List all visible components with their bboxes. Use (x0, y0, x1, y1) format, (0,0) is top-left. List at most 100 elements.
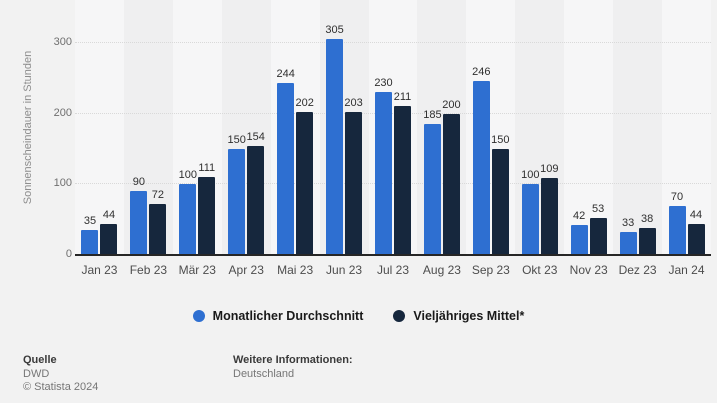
bar-column: 202 (295, 0, 314, 255)
copyright: © Statista 2024 (23, 381, 99, 393)
bar-vielj-hriges-mittel[interactable] (442, 113, 460, 255)
bar-monatlicher-durchschnitt[interactable] (130, 191, 148, 255)
x-axis-label: Mär 23 (178, 263, 216, 277)
bar-group-mär-23: 100 111 (173, 0, 222, 255)
bar-value-label: 154 (246, 131, 265, 144)
bar-column: 150 (227, 0, 246, 255)
bar-column: 33 (619, 0, 637, 255)
bar-monatlicher-durchschnitt[interactable] (228, 149, 246, 255)
bar-monatlicher-durchschnitt[interactable] (521, 184, 539, 255)
bar-value-label: 203 (344, 96, 363, 109)
x-axis-label: Jun 23 (326, 263, 363, 277)
bar-column: 72 (149, 0, 167, 255)
bar-monatlicher-durchschnitt[interactable] (570, 225, 588, 255)
gridline (75, 112, 711, 114)
bar-monatlicher-durchschnitt[interactable] (81, 230, 99, 255)
x-axis-label: Jan 24 (668, 263, 705, 277)
legend-label: Vieljähriges Mittel* (413, 309, 525, 323)
bar-vielj-hriges-mittel[interactable] (393, 105, 411, 255)
bar-group-jan-23: 35 44 (75, 0, 124, 255)
bar-value-label: 185 (423, 109, 442, 122)
bar-column: 230 (374, 0, 393, 255)
bar-column: 44 (100, 0, 118, 255)
bar-value-label: 109 (540, 162, 559, 175)
bar-group-okt-23: 100 109 (515, 0, 564, 255)
bar-vielj-hriges-mittel[interactable] (149, 204, 167, 255)
y-axis-tick-label: 100 (53, 177, 72, 190)
bar-group-aug-23: 185 200 (417, 0, 466, 255)
bar-monatlicher-durchschnitt[interactable] (277, 82, 295, 255)
bar-value-label: 35 (83, 215, 97, 228)
bar-value-label: 72 (151, 189, 164, 202)
bar-column: 35 (81, 0, 99, 255)
gridline (75, 183, 711, 185)
bar-column: 42 (570, 0, 588, 255)
bar-value-label: 211 (393, 90, 412, 103)
info-value: Deutschland (233, 367, 295, 380)
bar-value-label: 111 (198, 161, 216, 174)
x-axis-label: Apr 23 (228, 263, 264, 277)
bar-vielj-hriges-mittel[interactable] (589, 217, 607, 255)
bar-value-label: 244 (276, 67, 295, 80)
bar-column: 185 (423, 0, 442, 255)
bar-vielj-hriges-mittel[interactable] (247, 146, 265, 255)
bar-column: 90 (130, 0, 148, 255)
bar-column: 211 (394, 0, 411, 255)
source-value: DWD (23, 367, 50, 380)
bars-layer: 35 44 90 72 100 111 150 154 244 202 305 203 230 211 18… (75, 0, 711, 255)
bar-vielj-hriges-mittel[interactable] (198, 176, 216, 255)
bar-column: 38 (638, 0, 656, 255)
bar-column: 53 (589, 0, 607, 255)
x-axis-label: Sep 23 (471, 263, 510, 277)
bar-vielj-hriges-mittel[interactable] (687, 223, 705, 255)
x-axis-label: Nov 23 (569, 263, 608, 277)
x-axis-label: Jan 23 (81, 263, 118, 277)
bar-vielj-hriges-mittel[interactable] (296, 112, 314, 255)
legend-item-monatlicher-durchschnitt[interactable]: Monatlicher Durchschnitt (192, 309, 364, 323)
bar-value-label: 33 (621, 216, 635, 229)
bar-value-label: 200 (442, 98, 461, 111)
x-axis-label: Okt 23 (522, 263, 558, 277)
bar-value-label: 44 (102, 208, 116, 221)
legend-label: Monatlicher Durchschnitt (212, 309, 364, 323)
bar-column: 244 (276, 0, 295, 255)
x-axis-line (75, 254, 711, 256)
bar-monatlicher-durchschnitt[interactable] (619, 231, 637, 255)
bar-vielj-hriges-mittel[interactable] (491, 149, 509, 255)
bar-value-label: 42 (573, 210, 586, 223)
bar-monatlicher-durchschnitt[interactable] (374, 92, 392, 255)
bar-value-label: 38 (640, 213, 654, 226)
bar-column: 44 (687, 0, 705, 255)
bar-group-jun-23: 305 203 (320, 0, 369, 255)
bar-value-label: 202 (295, 97, 314, 110)
bar-monatlicher-durchschnitt[interactable] (326, 39, 344, 255)
y-axis-tick-label: 0 (65, 248, 72, 260)
bar-value-label: 100 (178, 169, 197, 182)
bar-vielj-hriges-mittel[interactable] (638, 228, 656, 255)
source-label: Quelle (23, 354, 57, 366)
bar-value-label: 53 (592, 202, 605, 215)
x-axis-label: Dez 23 (618, 263, 657, 277)
bar-column: 203 (344, 0, 363, 255)
bar-monatlicher-durchschnitt[interactable] (472, 81, 490, 255)
bar-vielj-hriges-mittel[interactable] (540, 177, 558, 255)
x-axis-label: Mai 23 (277, 263, 314, 277)
bar-group-apr-23: 150 154 (222, 0, 271, 255)
bar-value-label: 305 (325, 24, 344, 37)
bar-monatlicher-durchschnitt[interactable] (179, 184, 197, 255)
bar-monatlicher-durchschnitt[interactable] (668, 205, 686, 255)
bar-column: 70 (668, 0, 686, 255)
bar-value-label: 100 (521, 169, 540, 182)
bar-column: 154 (246, 0, 265, 255)
bar-vielj-hriges-mittel[interactable] (100, 223, 118, 255)
bar-monatlicher-durchschnitt[interactable] (423, 124, 441, 255)
legend-item-vielj-hriges-mittel[interactable]: Vieljähriges Mittel* (393, 309, 524, 323)
bar-vielj-hriges-mittel[interactable] (345, 111, 363, 255)
bar-column: 100 (521, 0, 540, 255)
bar-group-jan-24: 70 44 (662, 0, 711, 255)
bar-value-label: 70 (670, 190, 684, 203)
bar-value-label: 150 (227, 134, 246, 146)
bar-column: 305 (325, 0, 344, 255)
bar-group-nov-23: 42 53 (564, 0, 613, 255)
